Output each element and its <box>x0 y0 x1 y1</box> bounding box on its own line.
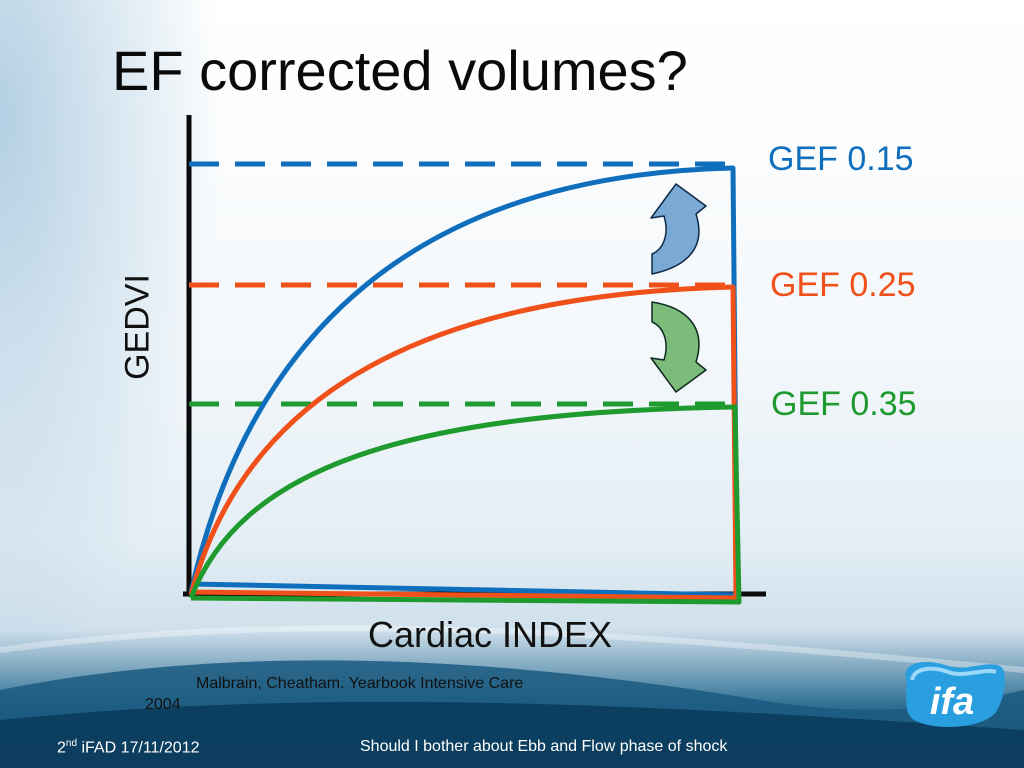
legend-gef-035: GEF 0.35 <box>771 385 917 423</box>
footer-ordinal-suffix: nd <box>65 738 78 749</box>
footer-topic: Should I bother about Ebb and Flow phase… <box>360 738 728 755</box>
arrow-up-icon <box>650 183 707 275</box>
reference-year: 2004 <box>145 696 181 713</box>
y-axis-label: GEDVI <box>118 274 157 380</box>
slide-title: EF corrected volumes? <box>112 39 688 102</box>
loop-gef-015 <box>188 165 740 598</box>
reference-text: Malbrain, Cheatham. Yearbook Intensive C… <box>196 675 524 692</box>
legend-gef-025: GEF 0.25 <box>770 266 916 304</box>
loop-gef-025 <box>188 284 739 601</box>
ifa-logo: ifa <box>905 662 1005 727</box>
footer-event-text: iFAD 17/11/2012 <box>77 739 200 757</box>
footer-event: 2nd iFAD 17/11/2012 <box>57 738 199 757</box>
arrow-down-icon <box>650 301 707 393</box>
x-axis-label: Cardiac INDEX <box>368 614 613 655</box>
loop-gef-035 <box>188 404 742 605</box>
logo-text: ifa <box>930 681 974 723</box>
background-gradient <box>0 0 260 768</box>
footer-ordinal: 2 <box>57 739 66 757</box>
legend-gef-015: GEF 0.15 <box>768 140 914 178</box>
